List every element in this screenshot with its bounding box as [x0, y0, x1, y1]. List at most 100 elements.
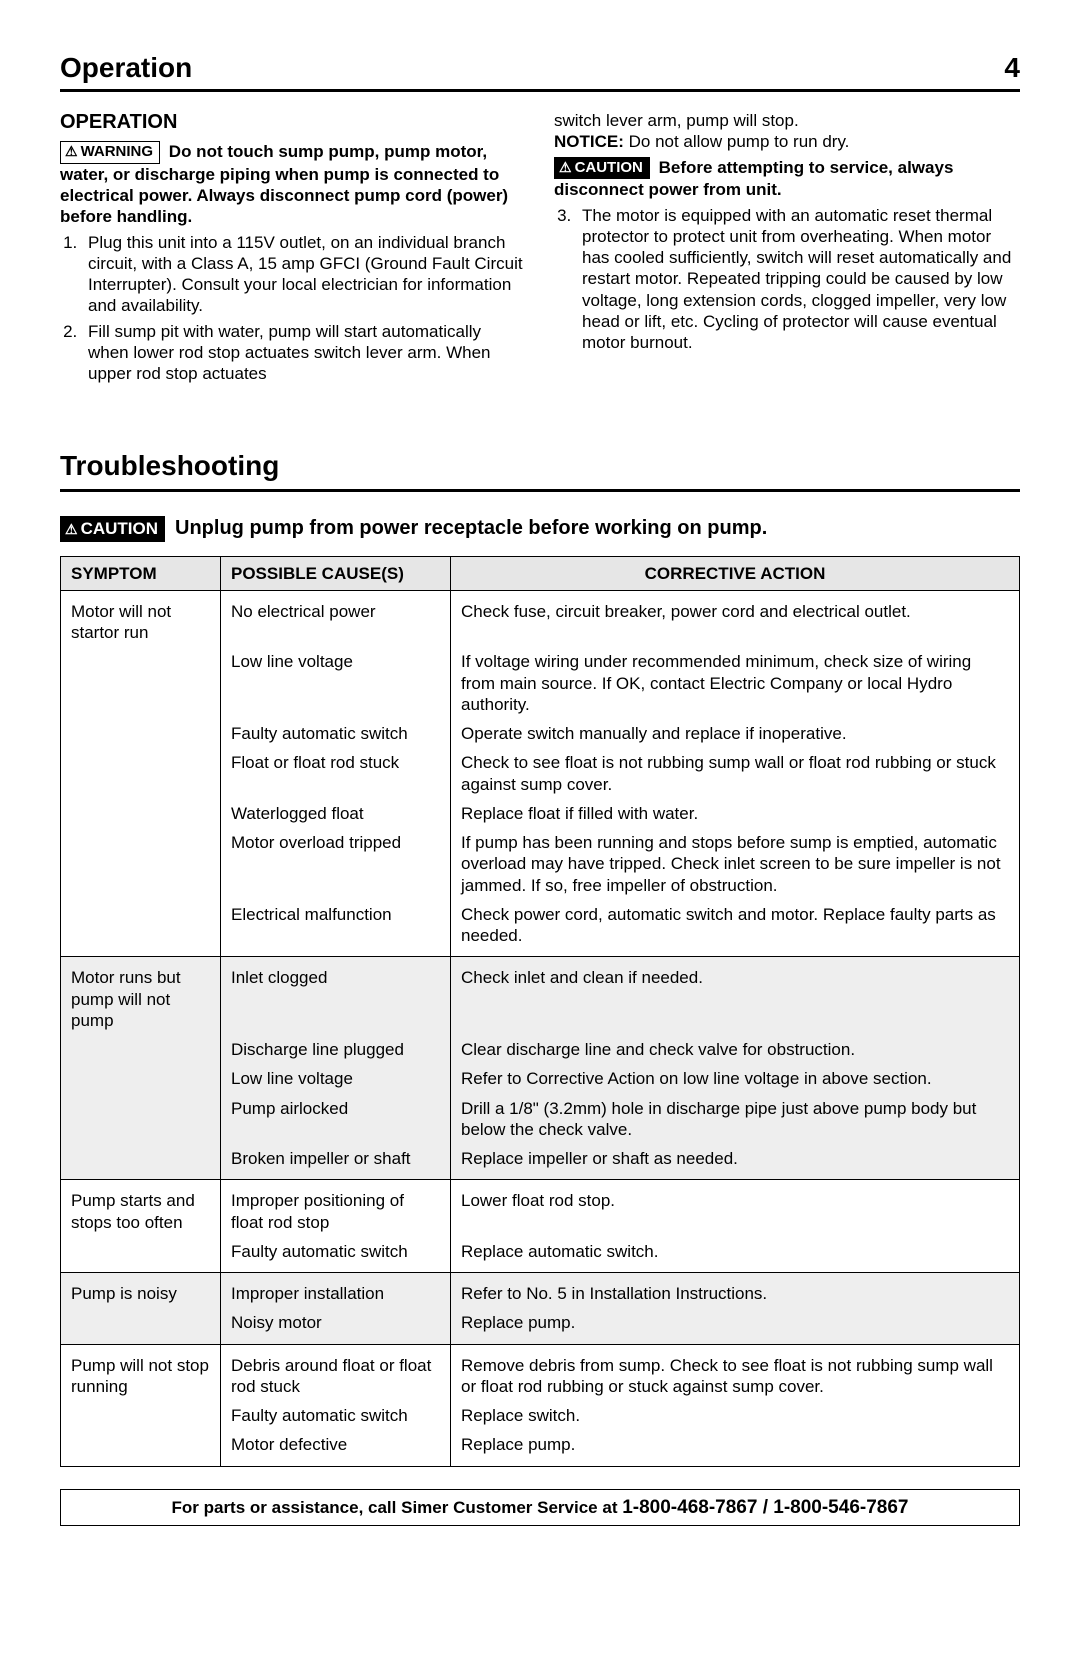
cell-symptom	[61, 1064, 221, 1093]
cell-cause: No electrical power	[221, 590, 451, 647]
table-row: Electrical malfunctionCheck power cord, …	[61, 900, 1020, 957]
cell-action: Refer to Corrective Action on low line v…	[451, 1064, 1020, 1093]
operation-list-left: Plug this unit into a 115V outlet, on an…	[82, 232, 526, 385]
table-row: Float or float rod stuckCheck to see flo…	[61, 748, 1020, 799]
warning-icon: WARNING	[60, 141, 160, 164]
cell-symptom	[61, 647, 221, 719]
notice-text: Do not allow pump to run dry.	[624, 132, 850, 151]
cell-action: Replace automatic switch.	[451, 1237, 1020, 1273]
cell-action: Check fuse, circuit breaker, power cord …	[451, 590, 1020, 647]
operation-col-right: switch lever arm, pump will stop. NOTICE…	[554, 110, 1020, 388]
cell-symptom: Pump will not stop running	[61, 1344, 221, 1401]
page-number: 4	[1004, 50, 1020, 85]
table-row: Faulty automatic switchOperate switch ma…	[61, 719, 1020, 748]
cell-cause: Motor defective	[221, 1430, 451, 1466]
table-row: Noisy motorReplace pump.	[61, 1308, 1020, 1344]
footer-phones: 1-800-468-7867 / 1-800-546-7867	[622, 1497, 908, 1518]
notice-line: NOTICE: Do not allow pump to run dry.	[554, 131, 1020, 152]
cell-symptom	[61, 719, 221, 748]
cell-cause: Discharge line plugged	[221, 1035, 451, 1064]
table-row: Low line voltageIf voltage wiring under …	[61, 647, 1020, 719]
cell-cause: Faulty automatic switch	[221, 1401, 451, 1430]
table-row: Pump starts and stops too oftenImproper …	[61, 1180, 1020, 1237]
table-row: Low line voltageRefer to Corrective Acti…	[61, 1064, 1020, 1093]
cell-cause: Faulty automatic switch	[221, 1237, 451, 1273]
operation-item-2: Fill sump pit with water, pump will star…	[82, 321, 526, 385]
cell-cause: Improper installation	[221, 1273, 451, 1309]
col-action: CORRECTIVE ACTION	[451, 556, 1020, 590]
cell-action: Check to see float is not rubbing sump w…	[451, 748, 1020, 799]
cell-action: Replace switch.	[451, 1401, 1020, 1430]
cell-symptom	[61, 1308, 221, 1344]
footer-lead: For parts or assistance, call Simer Cust…	[172, 1498, 623, 1517]
cell-action: Remove debris from sump. Check to see fl…	[451, 1344, 1020, 1401]
caution-icon: CAUTION	[554, 157, 650, 180]
table-row: Motor will not startor runNo electrical …	[61, 590, 1020, 647]
cell-cause: Pump airlocked	[221, 1094, 451, 1145]
table-row: Discharge line pluggedClear discharge li…	[61, 1035, 1020, 1064]
cell-action: Lower float rod stop.	[451, 1180, 1020, 1237]
table-row: Broken impeller or shaftReplace impeller…	[61, 1144, 1020, 1180]
troubleshooting-table: SYMPTOM POSSIBLE CAUSE(S) CORRECTIVE ACT…	[60, 556, 1020, 1467]
operation-section: OPERATION WARNING Do not touch sump pump…	[60, 110, 1020, 388]
troubleshooting-caution-text: Unplug pump from power receptacle before…	[175, 516, 767, 541]
operation-item-3: The motor is equipped with an automatic …	[576, 205, 1020, 354]
cell-cause: Improper positioning of float rod stop	[221, 1180, 451, 1237]
table-row: Waterlogged floatReplace float if filled…	[61, 799, 1020, 828]
table-row: Motor runs but pump will not pumpInlet c…	[61, 957, 1020, 1035]
troubleshooting-caution: CAUTION Unplug pump from power receptacl…	[60, 516, 1020, 541]
cell-symptom	[61, 1035, 221, 1064]
cell-action: If pump has been running and stops befor…	[451, 828, 1020, 900]
notice-label: NOTICE:	[554, 132, 624, 151]
page-title: Operation	[60, 50, 192, 85]
cell-symptom	[61, 900, 221, 957]
cell-symptom: Motor will not startor run	[61, 590, 221, 647]
cell-cause: Low line voltage	[221, 647, 451, 719]
cell-symptom: Pump starts and stops too often	[61, 1180, 221, 1237]
cell-symptom	[61, 799, 221, 828]
operation-list-right: The motor is equipped with an automatic …	[576, 205, 1020, 354]
cell-symptom	[61, 828, 221, 900]
table-row: Motor defectiveReplace pump.	[61, 1430, 1020, 1466]
col-cause: POSSIBLE CAUSE(S)	[221, 556, 451, 590]
cell-cause: Noisy motor	[221, 1308, 451, 1344]
table-row: Pump is noisyImproper installationRefer …	[61, 1273, 1020, 1309]
cell-action: Check inlet and clean if needed.	[451, 957, 1020, 1035]
cell-action: Replace float if filled with water.	[451, 799, 1020, 828]
cell-symptom: Motor runs but pump will not pump	[61, 957, 221, 1035]
operation-continuation: switch lever arm, pump will stop.	[554, 110, 1020, 131]
cell-cause: Broken impeller or shaft	[221, 1144, 451, 1180]
warning-paragraph: WARNING Do not touch sump pump, pump mot…	[60, 141, 526, 228]
table-header-row: SYMPTOM POSSIBLE CAUSE(S) CORRECTIVE ACT…	[61, 556, 1020, 590]
cell-cause: Float or float rod stuck	[221, 748, 451, 799]
cell-cause: Low line voltage	[221, 1064, 451, 1093]
troubleshooting-heading: Troubleshooting	[60, 448, 1020, 492]
cell-action: Replace impeller or shaft as needed.	[451, 1144, 1020, 1180]
cell-action: Operate switch manually and replace if i…	[451, 719, 1020, 748]
operation-heading: OPERATION	[60, 110, 526, 135]
cell-symptom	[61, 1094, 221, 1145]
col-symptom: SYMPTOM	[61, 556, 221, 590]
page-header: Operation 4	[60, 50, 1020, 92]
operation-col-left: OPERATION WARNING Do not touch sump pump…	[60, 110, 526, 388]
cell-cause: Electrical malfunction	[221, 900, 451, 957]
cell-symptom	[61, 1430, 221, 1466]
table-row: Faulty automatic switchReplace switch.	[61, 1401, 1020, 1430]
cell-cause: Waterlogged float	[221, 799, 451, 828]
caution-icon: CAUTION	[60, 516, 165, 541]
operation-item-1: Plug this unit into a 115V outlet, on an…	[82, 232, 526, 317]
cell-symptom	[61, 1144, 221, 1180]
cell-action: If voltage wiring under recommended mini…	[451, 647, 1020, 719]
caution-paragraph: CAUTION Before attempting to service, al…	[554, 157, 1020, 201]
table-row: Pump airlockedDrill a 1/8" (3.2mm) hole …	[61, 1094, 1020, 1145]
cell-cause: Faulty automatic switch	[221, 719, 451, 748]
cell-symptom	[61, 748, 221, 799]
table-row: Pump will not stop runningDebris around …	[61, 1344, 1020, 1401]
cell-cause: Motor overload tripped	[221, 828, 451, 900]
cell-cause: Debris around float or float rod stuck	[221, 1344, 451, 1401]
cell-action: Replace pump.	[451, 1308, 1020, 1344]
cell-cause: Inlet clogged	[221, 957, 451, 1035]
table-row: Motor overload trippedIf pump has been r…	[61, 828, 1020, 900]
cell-symptom	[61, 1237, 221, 1273]
cell-symptom	[61, 1401, 221, 1430]
